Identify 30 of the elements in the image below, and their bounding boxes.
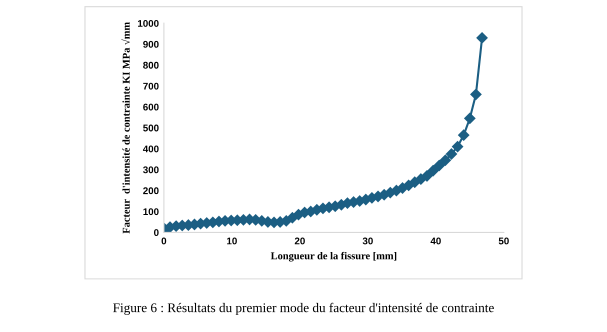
point: [440, 154, 451, 166]
y-tick-label: 0: [154, 229, 159, 236]
y-tick-label: 600: [143, 104, 159, 111]
x-tick-label: 30: [362, 238, 373, 244]
x-tick-label: 20: [294, 238, 305, 244]
x-tick-label: 50: [498, 238, 509, 244]
y-tick-label: 400: [142, 145, 159, 152]
point: [421, 170, 433, 182]
y-tick-label: 300: [143, 166, 159, 174]
x-tick-label: 40: [430, 238, 441, 244]
point: [464, 112, 476, 124]
point: [470, 88, 482, 100]
y-tick-label: 500: [143, 124, 159, 132]
point: [434, 160, 445, 172]
y-tick-label: 200: [143, 187, 159, 194]
y-tick-label: 700: [143, 82, 159, 90]
caption: Figure 6 : Résultats du premier mode du facteur d'intensité de contrainte: [113, 302, 494, 315]
point: [452, 141, 464, 152]
point: [428, 165, 439, 176]
point: [446, 148, 458, 160]
y-tick-label: 900: [143, 40, 159, 48]
x-tick-label: 0: [162, 238, 166, 244]
point: [476, 32, 488, 44]
x-axis-title: Longueur de la fissure [mm]: [270, 252, 396, 262]
y-tick-label: 1000: [138, 20, 159, 27]
point: [458, 130, 470, 141]
y-axis-title: Facteur d'intensité de contrainte KI MPa √mm: [121, 22, 130, 234]
y-tick-label: 100: [143, 208, 159, 216]
y-tick-label: 800: [143, 62, 159, 69]
x-tick-label: 10: [227, 238, 237, 244]
